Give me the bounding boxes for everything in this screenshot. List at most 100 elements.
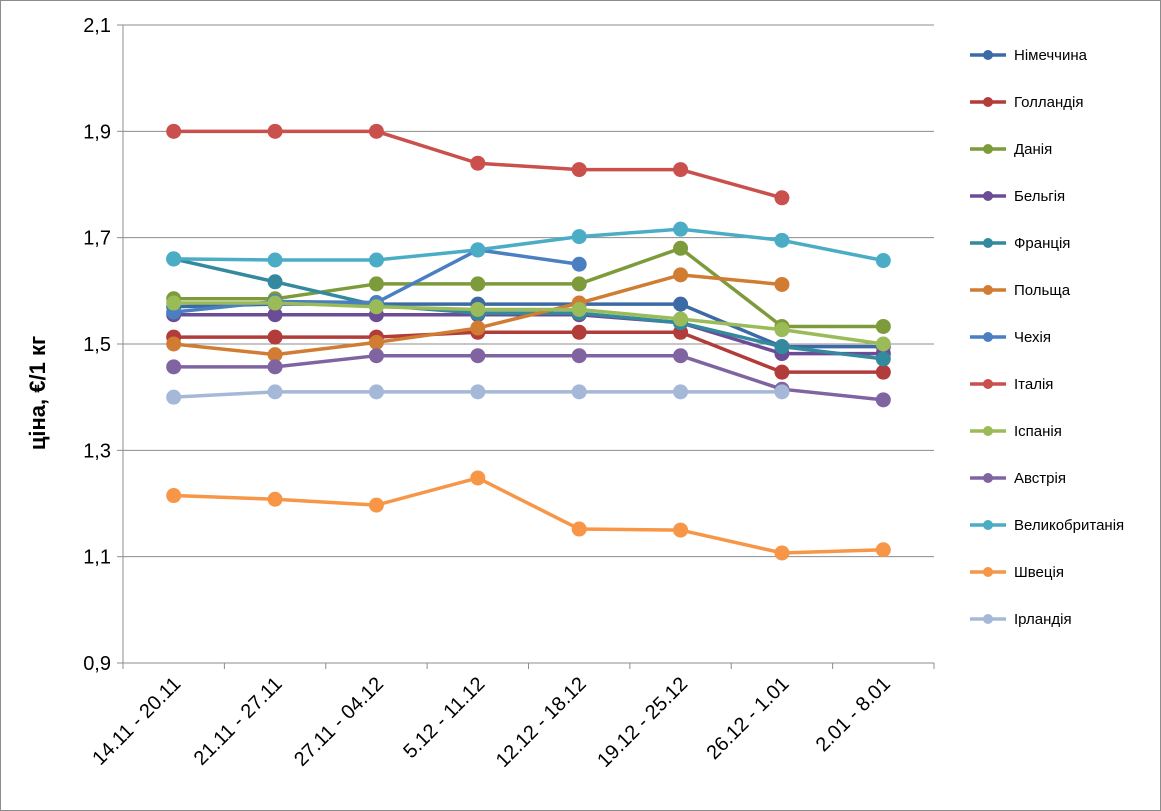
y-tick-label: 2,1 bbox=[83, 15, 111, 37]
legend-item: Ірландія bbox=[970, 611, 1072, 628]
data-point bbox=[267, 295, 283, 311]
data-point bbox=[571, 276, 587, 292]
data-point bbox=[875, 336, 891, 352]
legend-label: Великобританія bbox=[1014, 517, 1124, 534]
legend-label: Голландія bbox=[1014, 94, 1083, 111]
series-6 bbox=[166, 267, 790, 363]
data-point bbox=[774, 190, 790, 206]
x-tick-label: 21.11 - 27.11 bbox=[190, 673, 287, 770]
legend-marker bbox=[983, 379, 993, 389]
legend-label: Австрія bbox=[1014, 470, 1066, 487]
x-tick-label: 5.12 - 11.12 bbox=[399, 673, 489, 763]
data-point bbox=[571, 256, 587, 272]
data-point bbox=[673, 384, 689, 400]
legend-label: Польща bbox=[1014, 282, 1071, 299]
legend-marker bbox=[983, 50, 993, 60]
legend: Німеччина Голландія Данія Бельгія Франція Пол… bbox=[970, 47, 1124, 628]
legend-item: Голландія bbox=[970, 94, 1083, 111]
series-11 bbox=[166, 221, 891, 269]
data-point bbox=[673, 348, 689, 364]
series-line bbox=[173, 330, 884, 374]
series-line bbox=[173, 257, 884, 361]
data-point bbox=[470, 384, 486, 400]
data-point bbox=[368, 123, 384, 139]
data-point bbox=[673, 240, 689, 256]
legend-marker bbox=[983, 473, 993, 483]
data-point bbox=[571, 521, 587, 537]
data-point bbox=[267, 359, 283, 375]
data-point bbox=[368, 348, 384, 364]
series-8 bbox=[166, 123, 790, 206]
data-point bbox=[368, 497, 384, 513]
x-tick-label: 2.01 - 8.01 bbox=[812, 673, 895, 756]
y-tick-label: 1,1 bbox=[83, 547, 111, 569]
data-point bbox=[166, 359, 182, 375]
legend-marker bbox=[983, 97, 993, 107]
x-tick-label: 14.11 - 20.11 bbox=[88, 673, 185, 770]
legend-marker bbox=[983, 426, 993, 436]
legend-item: Франція bbox=[970, 235, 1070, 252]
data-point bbox=[470, 320, 486, 336]
data-point bbox=[774, 276, 790, 292]
x-tick-label: 12.12 - 18.12 bbox=[492, 673, 591, 772]
legend-item: Бельгія bbox=[970, 188, 1065, 205]
data-point bbox=[267, 347, 283, 363]
legend-label: Німеччина bbox=[1014, 47, 1088, 64]
legend-marker bbox=[983, 520, 993, 530]
data-point bbox=[571, 324, 587, 340]
data-point bbox=[368, 384, 384, 400]
data-point bbox=[470, 242, 486, 258]
data-point bbox=[166, 123, 182, 139]
legend-marker bbox=[983, 614, 993, 624]
data-point bbox=[267, 491, 283, 507]
data-point bbox=[166, 295, 182, 311]
data-point bbox=[673, 162, 689, 178]
legend-marker bbox=[983, 332, 993, 342]
data-point bbox=[267, 252, 283, 268]
legend-marker bbox=[983, 144, 993, 154]
series-line bbox=[173, 301, 884, 346]
data-point bbox=[774, 322, 790, 338]
data-point bbox=[470, 276, 486, 292]
legend-label: Італія bbox=[1014, 376, 1053, 393]
legend-marker bbox=[983, 567, 993, 577]
data-point bbox=[166, 488, 182, 504]
x-tick-label: 26.12 - 1.01 bbox=[702, 673, 793, 764]
y-tick-label: 0,9 bbox=[83, 653, 111, 675]
data-point bbox=[368, 334, 384, 350]
data-point bbox=[267, 307, 283, 323]
legend-item: Швеція bbox=[970, 564, 1064, 581]
data-point bbox=[267, 384, 283, 400]
data-point bbox=[875, 351, 891, 367]
data-point bbox=[267, 123, 283, 139]
legend-label: Бельгія bbox=[1014, 188, 1065, 205]
series-line bbox=[173, 246, 884, 329]
legend-item: Німеччина bbox=[970, 47, 1088, 64]
data-point bbox=[368, 276, 384, 292]
legend-item: Великобританія bbox=[970, 517, 1124, 534]
series-line bbox=[173, 227, 884, 263]
data-point bbox=[673, 311, 689, 327]
legend-label: Данія bbox=[1014, 141, 1052, 158]
series-group bbox=[166, 123, 891, 561]
legend-marker bbox=[983, 285, 993, 295]
data-point bbox=[571, 384, 587, 400]
data-point bbox=[166, 389, 182, 405]
data-point bbox=[875, 364, 891, 380]
legend-label: Іспанія bbox=[1014, 423, 1062, 440]
legend-label: Швеція bbox=[1014, 564, 1064, 581]
y-axis-label: ціна, €/1 кг bbox=[25, 336, 50, 450]
series-line bbox=[173, 353, 884, 402]
legend-item: Данія bbox=[970, 141, 1052, 158]
data-point bbox=[774, 545, 790, 561]
data-point bbox=[673, 296, 689, 312]
data-point bbox=[571, 162, 587, 178]
data-point bbox=[470, 301, 486, 317]
x-tick-label: 19.12 - 25.12 bbox=[593, 673, 692, 772]
series-10 bbox=[166, 348, 891, 408]
data-point bbox=[571, 348, 587, 364]
legend-label: Чехія bbox=[1014, 329, 1051, 346]
y-tick-label: 1,9 bbox=[83, 121, 111, 143]
